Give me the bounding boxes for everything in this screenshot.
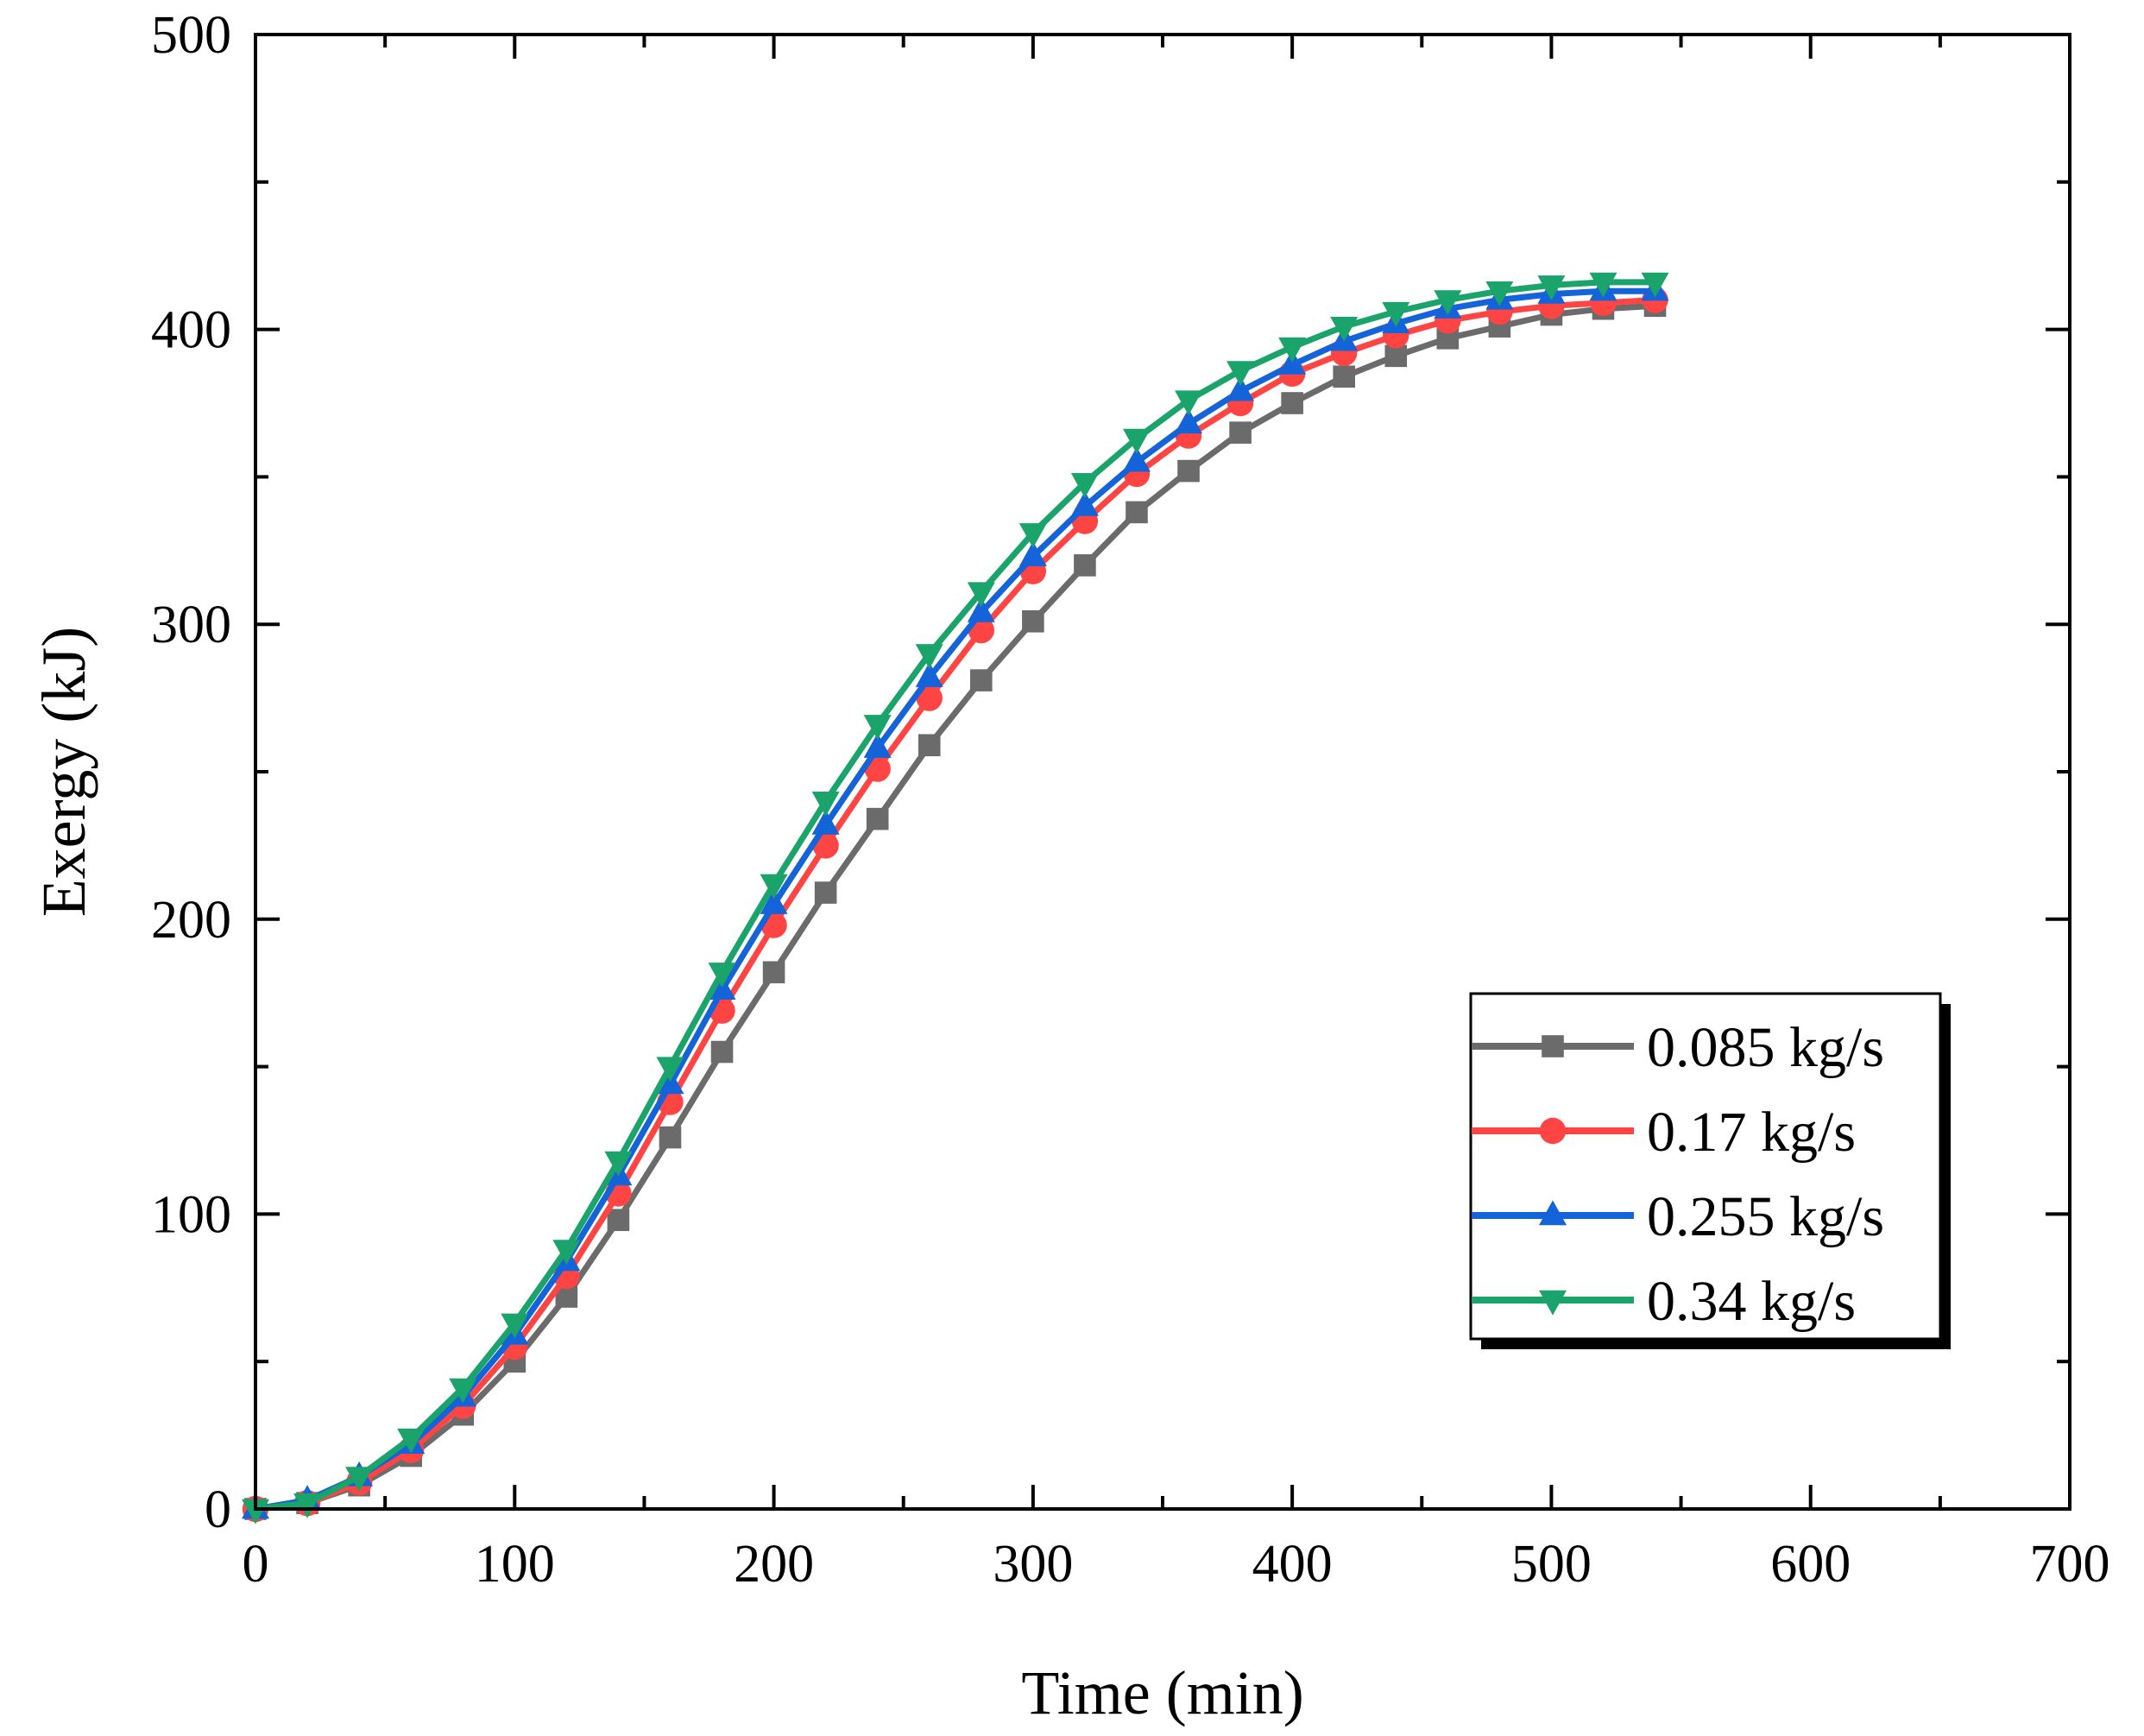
data-point (760, 889, 788, 914)
data-point (552, 1240, 581, 1265)
y-axis-title: Exergy (kJ) (29, 627, 98, 918)
legend-marker (1539, 1290, 1567, 1316)
data-point (811, 809, 840, 835)
data-point (1434, 290, 1462, 316)
data-point (659, 1126, 682, 1149)
data-point (863, 733, 892, 758)
data-point (1074, 554, 1096, 577)
data-point (710, 1040, 734, 1064)
data-point (1229, 421, 1252, 444)
legend: 0.085 kg/s 0.17 kg/s 0.255 kg/s 0.34 kg/s (1469, 992, 1951, 1349)
data-point (762, 961, 785, 984)
data-point (1175, 408, 1203, 434)
y-tick-label: 0 (205, 1480, 231, 1539)
x-tick-label: 0 (243, 1535, 269, 1594)
y-tick-label: 300 (151, 596, 231, 654)
legend-item: 0.085 kg/s (1472, 1016, 1884, 1079)
data-point (970, 669, 993, 691)
data-point (1281, 392, 1303, 414)
data-point (916, 685, 943, 711)
data-point (814, 881, 837, 904)
data-point (1589, 272, 1617, 298)
legend-item: 0.17 kg/s (1472, 1101, 1856, 1164)
x-tick-label: 200 (734, 1535, 814, 1594)
data-point (449, 1378, 477, 1404)
data-point (1226, 361, 1255, 387)
data-point (967, 582, 995, 608)
data-point (863, 715, 892, 740)
y-tick-label: 400 (151, 301, 231, 360)
y-tick-label: 500 (151, 6, 231, 65)
data-point (1330, 316, 1359, 342)
x-tick-label: 600 (1770, 1535, 1851, 1594)
data-point (1126, 501, 1148, 524)
data-point (397, 1428, 426, 1454)
data-point (1070, 490, 1099, 516)
data-point (1278, 337, 1307, 363)
data-point (1384, 344, 1408, 368)
data-point (604, 1151, 633, 1177)
data-point (708, 963, 736, 988)
ticks-layer (254, 33, 2071, 1511)
x-tick-label: 300 (993, 1535, 1073, 1594)
data-point (918, 734, 941, 757)
data-point (345, 1467, 374, 1493)
x-tick-label: 700 (2030, 1535, 2110, 1594)
data-point (915, 662, 943, 687)
data-point (501, 1313, 529, 1339)
data-point (607, 1209, 630, 1232)
x-axis-title: Time (min) (1021, 1658, 1303, 1727)
data-point (811, 791, 840, 817)
data-point (1485, 281, 1514, 306)
plot-frame (254, 33, 2071, 1511)
data-point (915, 644, 943, 669)
series-line (255, 302, 1655, 1512)
data-point (242, 1499, 269, 1525)
labels-layer: 0 100 200 300 400 500 600 700 0 100 200 300 400 500 (151, 6, 2110, 1594)
legend-item: 0.255 kg/s (1472, 1185, 1884, 1248)
data-point (1122, 446, 1151, 472)
data-point (1537, 275, 1566, 300)
legend-marker (1539, 1200, 1567, 1226)
y-tick-label: 100 (151, 1185, 231, 1244)
legend-label: 0.255 kg/s (1647, 1185, 1884, 1248)
legend-label: 0.085 kg/s (1647, 1016, 1884, 1079)
data-point (656, 1057, 684, 1083)
series-line (255, 296, 1655, 1512)
series-line (255, 279, 1655, 1512)
data-point (1382, 301, 1410, 327)
legend-label: 0.17 kg/s (1647, 1101, 1856, 1164)
legend-items: 0.085 kg/s 0.17 kg/s 0.255 kg/s 0.34 kg/s (1472, 1016, 1884, 1333)
data-point (1177, 459, 1200, 483)
x-tick-label: 500 (1511, 1535, 1592, 1594)
x-tick-label: 100 (475, 1535, 555, 1594)
legend-label: 0.34 kg/s (1647, 1270, 1856, 1333)
data-point (1122, 428, 1151, 454)
series-layer (242, 272, 1669, 1525)
series-4 (242, 272, 1669, 1525)
legend-marker (1542, 1035, 1564, 1057)
data-point (1226, 376, 1255, 401)
data-point (293, 1493, 322, 1518)
series-line (255, 287, 1655, 1512)
y-tick-label: 200 (151, 891, 231, 950)
data-point (1175, 390, 1203, 416)
data-point (760, 874, 788, 900)
data-point (1018, 541, 1047, 566)
data-point (1070, 473, 1099, 498)
data-point (967, 597, 995, 622)
data-point (866, 807, 889, 830)
data-point (1333, 365, 1355, 388)
data-point (1022, 609, 1044, 633)
legend-marker (1539, 1117, 1567, 1145)
x-tick-label: 400 (1252, 1535, 1333, 1594)
data-point (1641, 272, 1669, 298)
legend-item: 0.34 kg/s (1472, 1270, 1856, 1333)
data-point (1018, 523, 1047, 548)
